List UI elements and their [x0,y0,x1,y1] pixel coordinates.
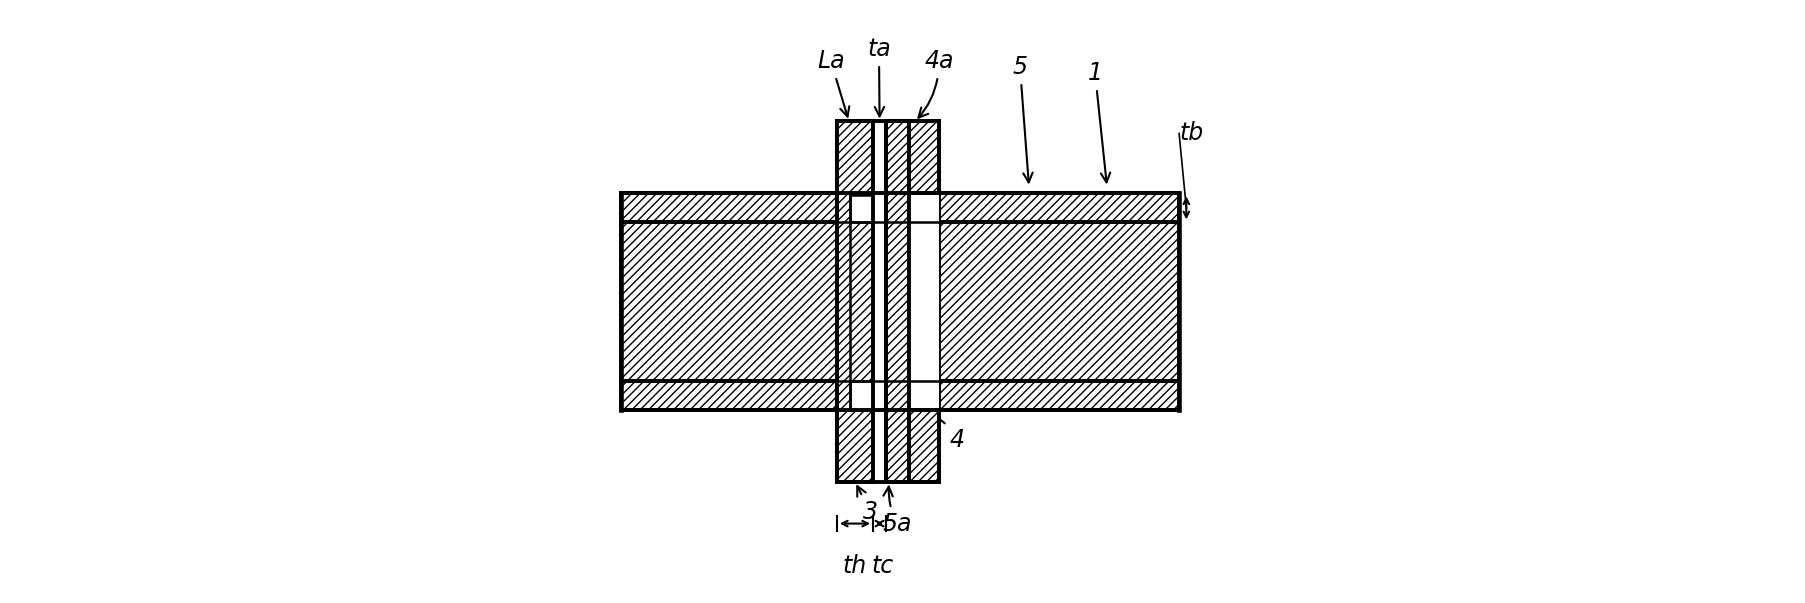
Text: 5a: 5a [883,487,912,535]
Bar [939,194,1179,223]
Bar [850,194,872,223]
Bar [908,121,939,194]
Text: tb: tb [1179,121,1202,145]
Bar [621,380,836,409]
Bar [836,121,872,482]
Text: La: La [816,49,848,116]
Bar [908,409,939,482]
Bar [850,380,872,409]
Text: 1: 1 [1087,62,1110,182]
Bar [872,121,886,482]
Bar [939,380,1179,409]
Bar [621,194,836,223]
Text: ta: ta [866,37,890,116]
Text: 5: 5 [1013,55,1032,182]
Text: th: th [843,554,866,578]
Bar [621,223,836,380]
Text: tc: tc [872,554,893,578]
Bar [908,194,939,409]
Text: 4a: 4a [919,49,953,118]
Bar [939,223,1179,380]
Bar [886,121,908,482]
Text: 3: 3 [857,486,877,523]
Text: 4: 4 [919,408,964,452]
